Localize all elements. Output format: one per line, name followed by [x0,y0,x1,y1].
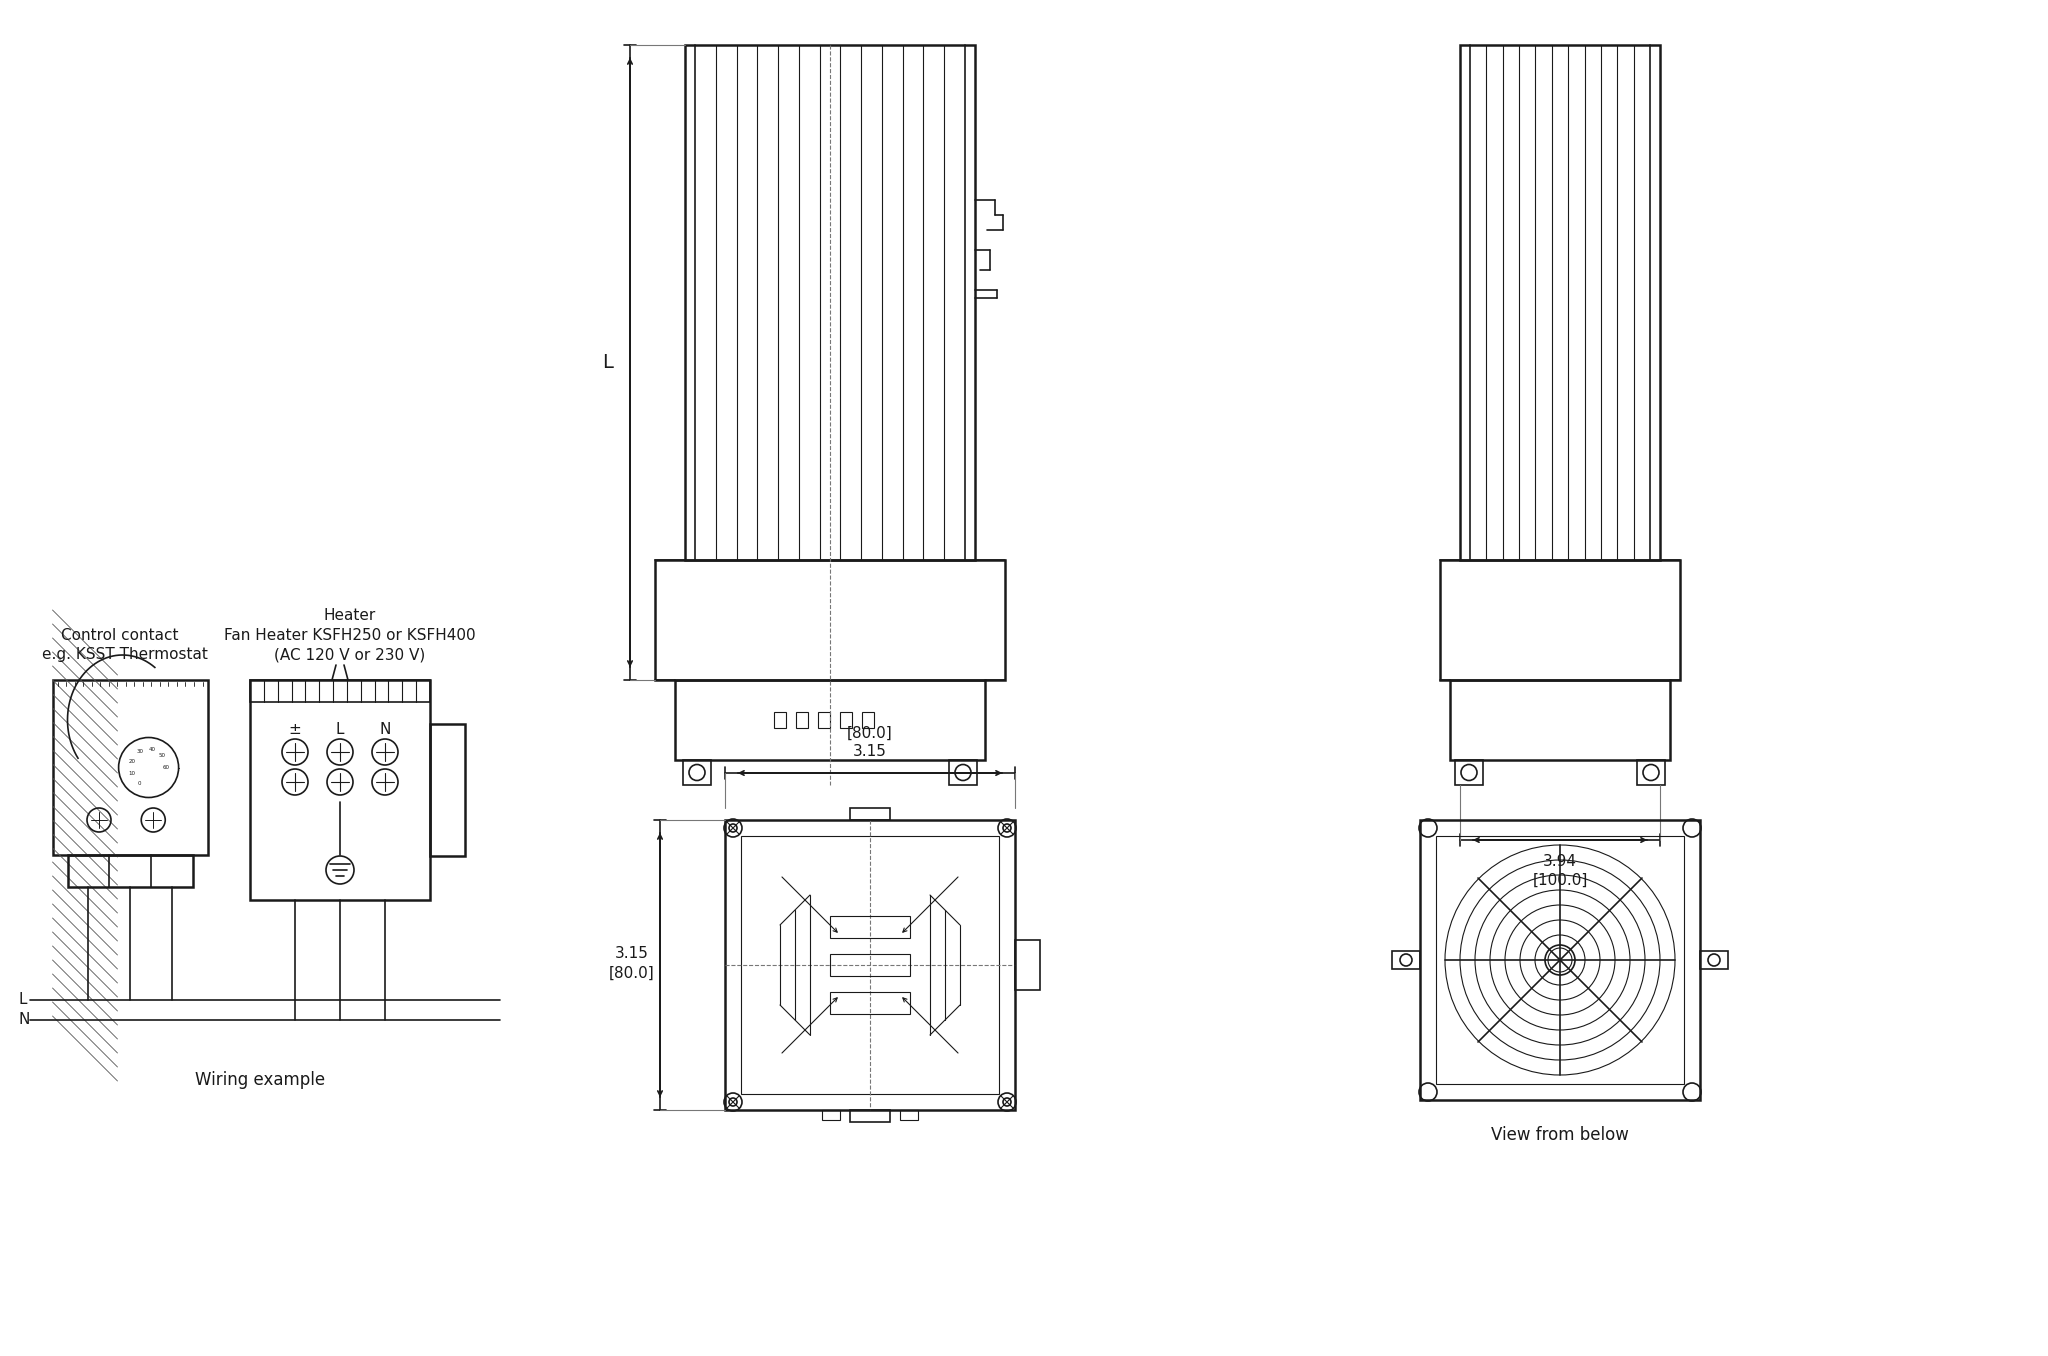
Bar [1700,951,1729,970]
Bar [817,712,829,728]
Text: 60: 60 [164,765,170,770]
Bar [1460,45,1661,560]
Bar [1454,759,1483,785]
Bar [430,724,465,856]
Bar [821,1111,840,1120]
Text: L: L [602,353,614,372]
Bar [53,679,207,856]
Bar [1016,940,1040,990]
Text: N: N [18,1013,29,1028]
Circle shape [119,738,178,797]
Bar [145,746,152,762]
Bar [1393,951,1419,970]
Bar [1419,820,1700,1100]
Text: 3.15: 3.15 [854,743,887,758]
Bar [725,820,1016,1111]
Text: 20: 20 [129,759,135,763]
Bar [850,808,891,820]
Bar [741,837,999,1094]
Text: Fan Heater KSFH250 or KSFH400: Fan Heater KSFH250 or KSFH400 [223,628,475,643]
Bar [655,560,1006,679]
Text: 0: 0 [137,781,141,785]
Bar [1636,759,1665,785]
Bar [1450,679,1669,759]
Text: Heater: Heater [324,607,377,622]
Bar [829,917,909,938]
Text: View from below: View from below [1491,1125,1628,1144]
Text: 3.94: 3.94 [1542,854,1577,869]
Text: [100.0]: [100.0] [1532,872,1587,887]
Bar [250,679,430,702]
Bar [774,712,786,728]
Text: Wiring example: Wiring example [195,1071,326,1089]
Bar [948,759,977,785]
Text: ±: ± [289,723,301,738]
Text: 10: 10 [129,772,135,776]
Text: [80.0]: [80.0] [608,965,655,980]
Text: L: L [18,993,27,1008]
Bar [829,955,909,976]
Bar [797,712,809,728]
Bar [68,856,193,887]
Text: 3.15: 3.15 [614,945,649,960]
Text: 50: 50 [160,754,166,758]
Text: 30: 30 [135,750,143,754]
Bar [840,712,852,728]
Bar [862,712,874,728]
Bar [850,1111,891,1121]
Bar [676,679,985,759]
Text: N: N [379,723,391,738]
Text: [80.0]: [80.0] [848,725,893,740]
Text: Control contact: Control contact [61,628,178,643]
Bar [250,679,430,900]
Bar [1440,560,1679,679]
Bar [1436,837,1683,1083]
Bar [684,45,975,560]
Text: (AC 120 V or 230 V): (AC 120 V or 230 V) [274,648,426,663]
Text: 40: 40 [147,747,156,753]
Bar [899,1111,918,1120]
Text: L: L [336,723,344,738]
Text: e.g. KSST Thermostat: e.g. KSST Thermostat [43,648,209,663]
Bar [829,993,909,1014]
Bar [682,759,711,785]
